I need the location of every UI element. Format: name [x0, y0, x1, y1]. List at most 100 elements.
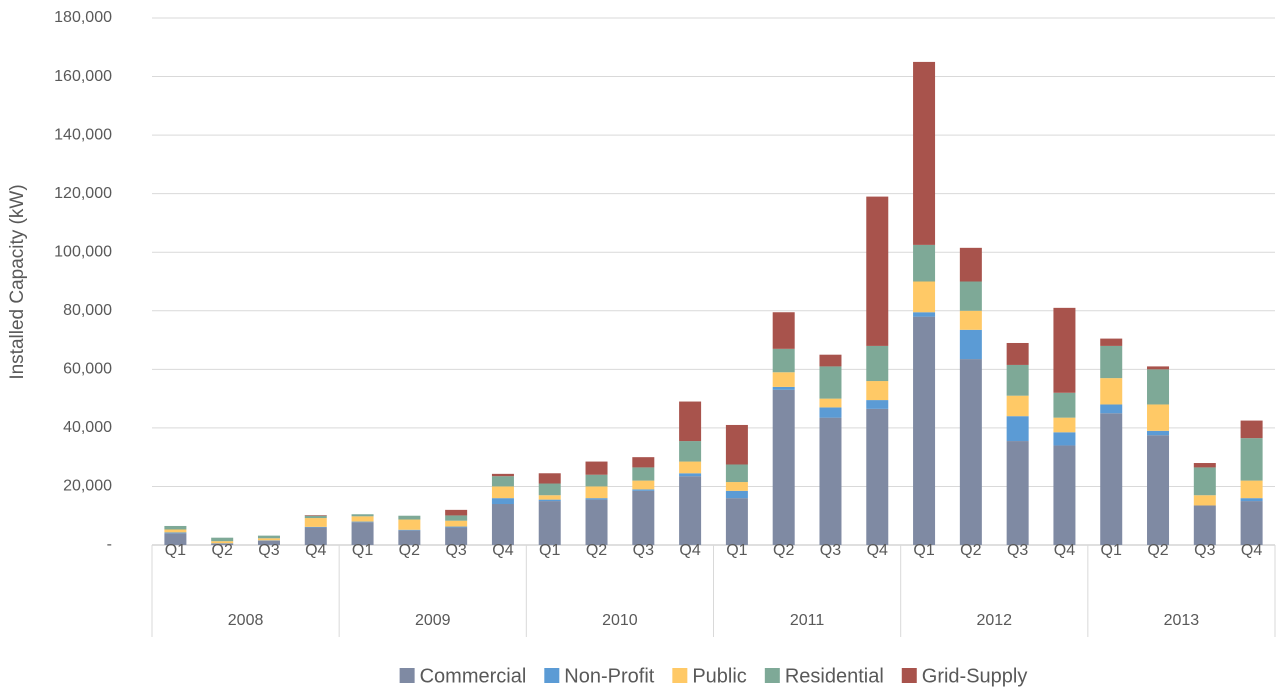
bar-segment: [1240, 480, 1263, 499]
bar-segment: [164, 533, 187, 545]
x-tick-label: Q2: [212, 542, 233, 559]
bar-segment: [398, 515, 421, 520]
x-tick-label: Q1: [165, 542, 186, 559]
bar-segment: [1193, 495, 1216, 506]
y-tick-label: 100,000: [54, 243, 112, 260]
bar-segment: [304, 527, 327, 545]
y-axis-label: Installed Capacity (kW): [7, 184, 28, 379]
bar-segment: [1006, 364, 1029, 396]
bar-segment: [1193, 505, 1216, 545]
bar-segment: [1193, 463, 1216, 468]
bar-segment: [211, 541, 234, 544]
bar-segment: [866, 196, 889, 346]
bar-segment: [1240, 501, 1263, 545]
bar-segment: [679, 401, 702, 442]
bar-segment: [1006, 441, 1029, 545]
bar-segment: [772, 348, 795, 373]
bar-segment: [304, 515, 327, 516]
legend-swatch: [399, 668, 415, 683]
legend-label: Grid-Supply: [922, 665, 1028, 687]
bar-segment: [772, 386, 795, 390]
bar-segment: [1147, 369, 1170, 405]
bar-segment: [538, 473, 561, 484]
bar-segment: [538, 501, 561, 545]
bar-segment: [585, 461, 608, 475]
bar-segment: [866, 345, 889, 382]
bar-segment: [585, 486, 608, 499]
bar-segment: [538, 499, 561, 502]
bar-segment: [866, 400, 889, 409]
bar-segment: [959, 281, 982, 311]
bar-segment: [445, 526, 468, 528]
bar-segment: [959, 359, 982, 545]
x-tick-label: Q4: [867, 542, 888, 559]
bar-segment: [351, 522, 374, 545]
bar-segment: [1147, 435, 1170, 545]
bar-segment: [1053, 432, 1076, 446]
bar-segment: [304, 526, 327, 528]
bar-segment: [866, 381, 889, 401]
y-tick-label: 60,000: [63, 361, 112, 378]
bar-segment: [679, 473, 702, 477]
bar-segment: [1193, 467, 1216, 496]
bar-segment: [1100, 338, 1123, 346]
y-tick-label: 80,000: [63, 302, 112, 319]
bar-segment: [351, 514, 374, 517]
x-tick-label: Q2: [399, 542, 420, 559]
bar-segment: [913, 312, 936, 317]
x-tick-label: Q4: [1054, 542, 1075, 559]
bar-segment: [491, 486, 514, 499]
bar-segment: [772, 372, 795, 387]
bar-segment: [679, 476, 702, 545]
bar-segment: [1147, 430, 1170, 436]
bar-segment: [257, 540, 280, 545]
bar-segment: [772, 312, 795, 349]
bar-segment: [1100, 378, 1123, 405]
bar-segment: [491, 498, 514, 505]
y-tick-label: 40,000: [63, 419, 112, 436]
bar-segment: [398, 529, 421, 531]
y-tick-label: 20,000: [63, 478, 112, 495]
legend-label: Commercial: [420, 665, 527, 687]
legend-swatch: [764, 668, 780, 683]
group-label: 2013: [1164, 612, 1200, 629]
bar-segment: [257, 535, 280, 539]
x-tick-label: Q3: [1194, 542, 1215, 559]
bar-segment: [398, 519, 421, 530]
y-tick-label: -: [107, 536, 112, 553]
bar-segment: [959, 329, 982, 360]
legend-swatch: [544, 668, 560, 683]
bar-segment: [398, 530, 421, 545]
bar-segment: [585, 498, 608, 500]
bar-segment: [866, 408, 889, 545]
bar-segment: [1240, 438, 1263, 481]
x-tick-label: Q1: [352, 542, 373, 559]
bar-segment: [1147, 404, 1170, 431]
bar-segment: [1053, 307, 1076, 393]
bar-segment: [164, 525, 187, 530]
x-tick-label: Q4: [679, 542, 700, 559]
legend-label: Residential: [785, 665, 884, 687]
x-tick-label: Q3: [1007, 542, 1028, 559]
bar-segment: [1240, 420, 1263, 439]
bar-segment: [959, 247, 982, 282]
legend-swatch: [672, 668, 688, 683]
bar-segment: [725, 490, 748, 499]
bar-segment: [725, 482, 748, 491]
bar-segment: [632, 480, 655, 490]
bar-segment: [538, 495, 561, 500]
group-label: 2009: [415, 612, 451, 629]
bar-segment: [351, 521, 374, 523]
bar-segment: [819, 407, 842, 418]
bar-segment: [913, 281, 936, 313]
bar-segment: [819, 366, 842, 399]
bar-segment: [725, 498, 748, 545]
x-tick-label: Q3: [633, 542, 654, 559]
bar-segment: [1053, 445, 1076, 545]
bar-segment: [211, 543, 234, 545]
x-tick-label: Q4: [305, 542, 326, 559]
group-label: 2011: [790, 612, 825, 629]
group-label: 2012: [976, 612, 1012, 629]
bar-segment: [772, 389, 795, 545]
x-tick-label: Q1: [1101, 542, 1122, 559]
